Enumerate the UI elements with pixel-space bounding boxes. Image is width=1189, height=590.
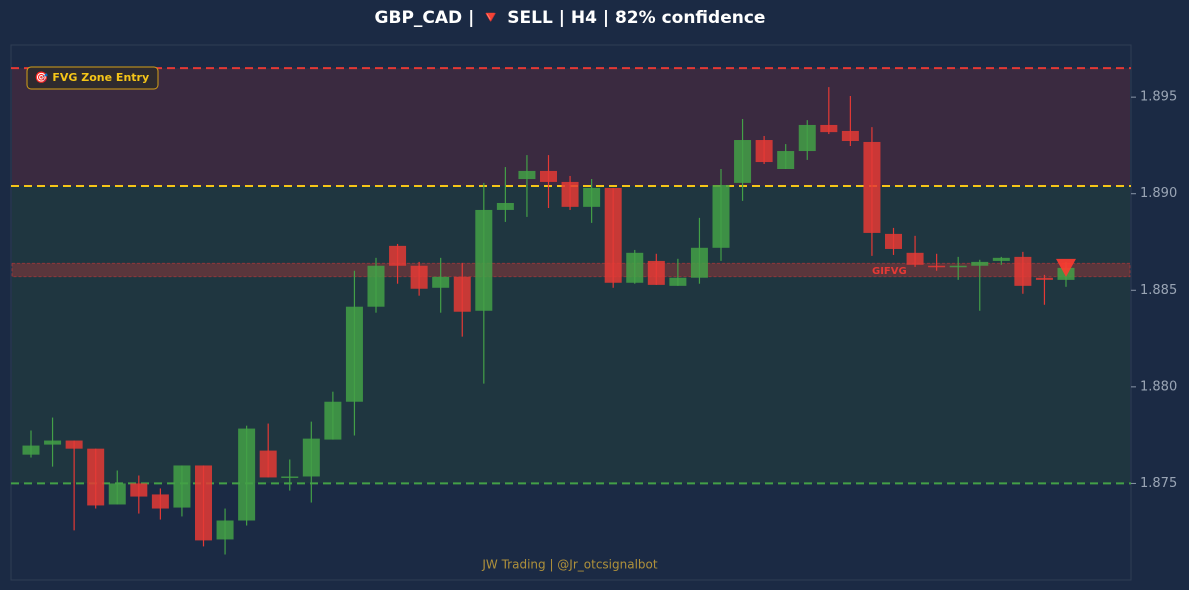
candle-body xyxy=(647,260,665,285)
y-tick-label: 1.880 xyxy=(1140,379,1177,394)
y-tick-label: 1.875 xyxy=(1140,476,1177,491)
candle-body xyxy=(238,428,256,521)
candle-body xyxy=(216,520,234,540)
candle-body xyxy=(734,140,752,183)
fvg-band xyxy=(11,262,1131,278)
candle-body xyxy=(798,124,816,152)
candle-body xyxy=(324,401,342,440)
candle-body xyxy=(367,265,385,307)
candle-body xyxy=(410,265,428,289)
candle-body xyxy=(173,465,191,508)
candle-body xyxy=(841,130,859,141)
candle-body xyxy=(281,476,299,478)
candle-body xyxy=(195,465,212,541)
candle-body xyxy=(906,252,924,265)
candle-body xyxy=(949,265,967,268)
candle-body xyxy=(22,445,40,455)
chart-title: GBP_CAD | 🔻 SELL | H4 | 82% confidence xyxy=(375,8,766,28)
zone xyxy=(12,68,1130,186)
candle-body xyxy=(1014,256,1032,286)
candle-body xyxy=(669,277,687,286)
candle-body xyxy=(44,440,62,445)
candle-body xyxy=(259,450,277,478)
candle-body xyxy=(345,306,363,402)
fvg-label: GIFVG xyxy=(872,266,907,277)
candle-body xyxy=(626,252,644,283)
candle-body xyxy=(928,265,946,268)
candle-body xyxy=(518,170,536,180)
candle-body xyxy=(389,245,407,266)
candle-body xyxy=(690,247,708,278)
candle-body xyxy=(712,185,730,248)
candle-body xyxy=(475,209,493,311)
signal-marker xyxy=(1056,258,1076,277)
candle-body xyxy=(971,261,989,266)
y-tick-label: 1.885 xyxy=(1140,283,1177,298)
badge: 🎯 FVG Zone Entry xyxy=(35,71,149,84)
candle-body xyxy=(108,483,126,505)
candle-body xyxy=(496,202,514,210)
candle-body xyxy=(540,170,557,182)
candle-body xyxy=(583,187,601,207)
candle-body xyxy=(151,494,169,509)
candle-body xyxy=(863,141,881,233)
zone xyxy=(12,185,1130,484)
y-tick-label: 1.895 xyxy=(1140,90,1177,105)
candle-body xyxy=(453,276,471,312)
candle-body xyxy=(561,181,579,207)
candle-body xyxy=(1035,277,1053,280)
candle-body xyxy=(87,448,105,506)
candle-body xyxy=(777,151,795,169)
candle-body xyxy=(65,440,83,449)
watermark: JW Trading | @Jr_otcsignalbot xyxy=(481,558,657,572)
candle-body xyxy=(432,276,450,288)
candle-body xyxy=(992,257,1010,261)
candle-body xyxy=(302,438,320,477)
candle-body xyxy=(755,140,773,163)
candle-body xyxy=(820,124,838,133)
candle-body xyxy=(604,187,622,283)
y-tick-label: 1.890 xyxy=(1140,186,1177,201)
candle-body xyxy=(130,483,148,497)
candle-body xyxy=(885,233,902,249)
badge-box xyxy=(26,66,159,90)
